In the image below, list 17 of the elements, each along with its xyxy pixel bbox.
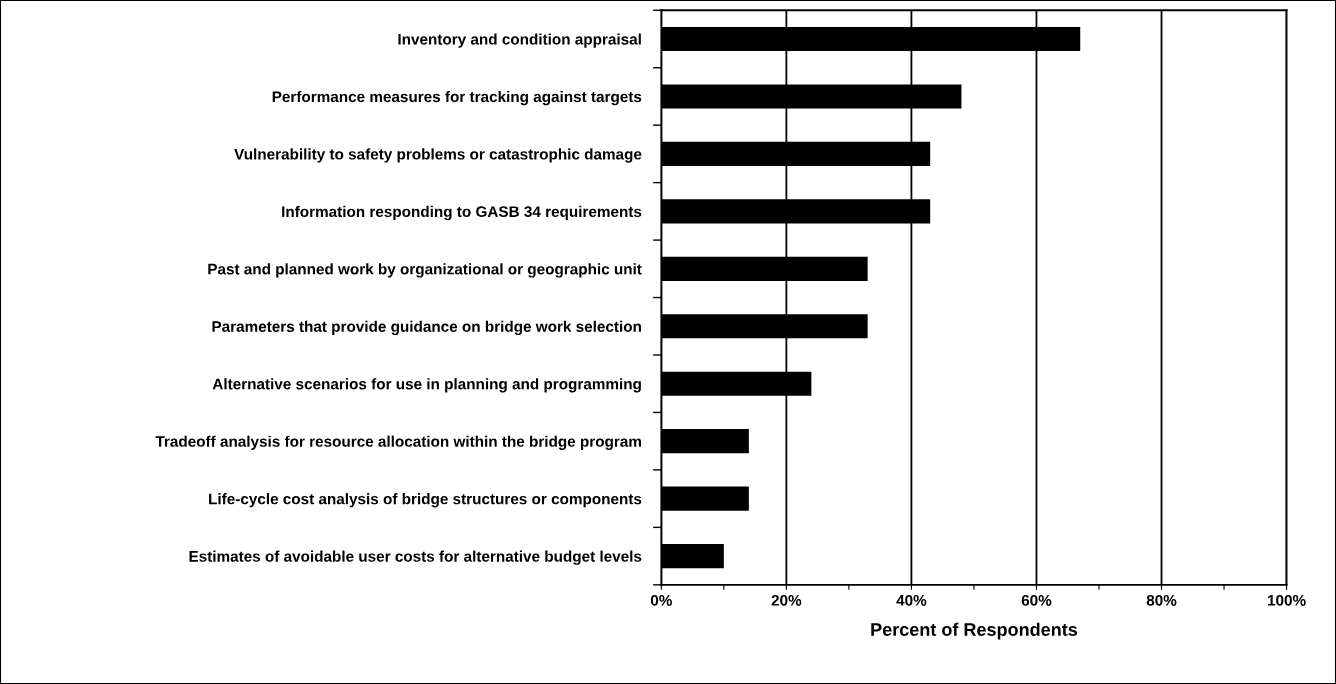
x-tick-label: 100% <box>1267 594 1306 606</box>
x-axis-title: Percent of Respondents <box>871 622 1078 640</box>
y-tick-label: Inventory and condition appraisal <box>398 33 641 48</box>
x-tick-label: 0% <box>650 594 672 606</box>
y-tick-label: Parameters that provide guidance on bridge work selection <box>212 320 641 336</box>
y-tick-label: Alternative scenarios for use in planning and programming <box>212 378 641 393</box>
y-tick-label: Past and planned work by organizational or geographic unit <box>208 263 642 278</box>
y-tick-label: Estimates of avoidable user costs for alternative budget levels <box>189 550 642 565</box>
y-tick-label: Tradeoff analysis for resource allocation within the bridge program <box>155 435 641 450</box>
x-tick-label: 80% <box>1146 594 1177 606</box>
y-tick-label: Life-cycle cost analysis of bridge structures or components <box>209 493 642 508</box>
y-tick-label: Performance measures for tracking against targets <box>272 90 642 106</box>
x-tick-label: 40% <box>896 594 927 606</box>
x-tick-label: 20% <box>771 594 802 606</box>
x-tick-label: 60% <box>1021 594 1052 606</box>
y-tick-label: Information responding to GASB 34 requirements <box>282 205 642 221</box>
y-tick-label: Vulnerability to safety problems or catastrophic damage <box>234 148 642 163</box>
